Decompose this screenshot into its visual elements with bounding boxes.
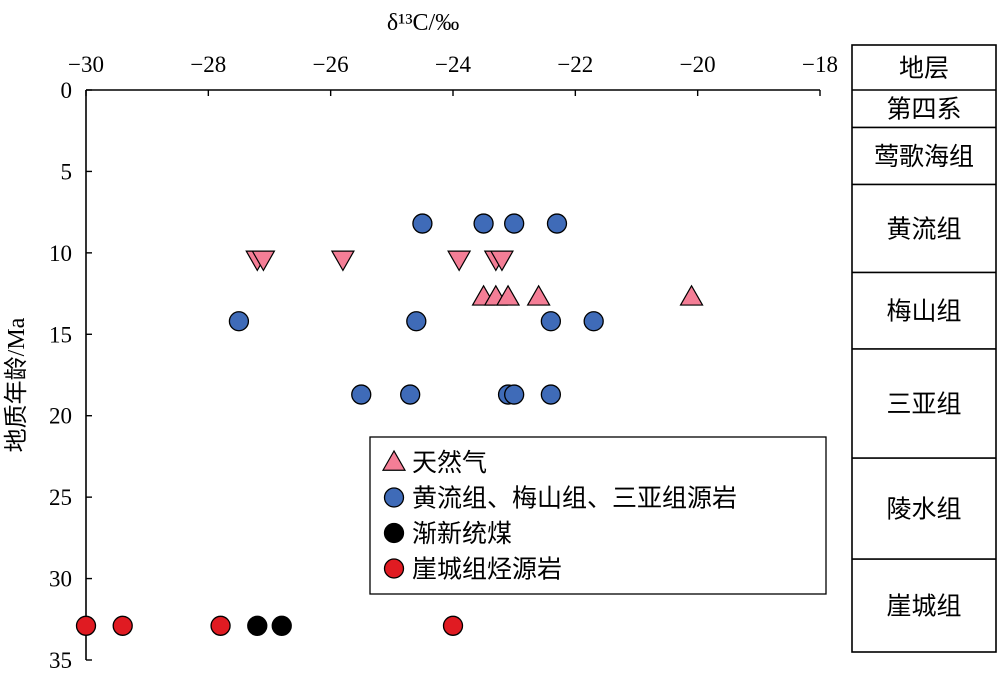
data-point (504, 213, 525, 234)
data-point (112, 615, 133, 636)
legend-box (369, 436, 827, 595)
x-tick-label: −26 (313, 52, 349, 77)
marks-layer (75, 213, 704, 636)
data-point (228, 311, 250, 332)
strat-unit-label: 陵水组 (886, 495, 961, 524)
data-point (442, 615, 464, 636)
y-tick-label: 0 (61, 78, 73, 103)
data-point (504, 384, 525, 405)
y-axis-title: 地质年龄/Ma (3, 317, 30, 452)
legend-marker (383, 487, 405, 508)
data-point (679, 284, 704, 306)
legend-marker (383, 522, 405, 544)
data-point (247, 615, 268, 636)
strat-unit-label: 黄流组 (886, 214, 961, 243)
y-tick-label: 10 (49, 241, 72, 266)
data-point (526, 284, 551, 306)
data-point (473, 213, 494, 234)
y-tick-label: 25 (49, 485, 72, 510)
strat-header: 地层 (899, 54, 949, 83)
data-point (412, 213, 433, 234)
data-point (351, 384, 372, 405)
data-point (496, 284, 521, 306)
data-point (271, 615, 292, 636)
y-tick-label: 35 (49, 648, 72, 673)
x-tick-label: −20 (680, 52, 716, 77)
data-point (251, 250, 276, 272)
strat-unit-label: 莺歌海组 (874, 142, 974, 171)
legend-marker (383, 558, 405, 579)
legend-marker (381, 449, 407, 471)
legend-label: 黄流组、梅山组、三亚组源岩 (412, 484, 737, 513)
legend-label: 渐新统煤 (412, 519, 512, 548)
data-point (546, 213, 568, 234)
y-tick-label: 20 (49, 404, 72, 429)
strat-unit-label: 三亚组 (886, 390, 961, 419)
data-point (447, 250, 472, 272)
x-tick-label: −28 (190, 52, 226, 77)
x-tick-label: −22 (557, 52, 593, 77)
strat-unit-label: 梅山组 (886, 297, 961, 326)
data-point (406, 311, 427, 332)
data-point (540, 384, 562, 405)
data-point (330, 250, 355, 272)
strat-unit-label: 崖城组 (886, 592, 961, 621)
data-point (75, 615, 97, 636)
axes-layer: −30 −28 −26 −24 −22 −20 −18 0 5 10 15 20 25 30 35 δ¹³C/… (3, 10, 838, 673)
x-axis-title: δ¹³C/‰ (387, 10, 459, 36)
data-point (583, 311, 604, 332)
x-tick-label: −18 (802, 52, 838, 77)
y-tick-label: 15 (49, 322, 72, 347)
data-point (400, 384, 421, 405)
y-tick-label: 5 (61, 159, 73, 184)
strat-unit-label: 第四系 (886, 95, 961, 124)
x-tick-label: −24 (435, 52, 471, 77)
legend-label: 崖城组烃源岩 (412, 555, 562, 584)
legend-label: 天然气 (412, 448, 487, 477)
x-tick-label: −30 (68, 52, 104, 77)
data-point (210, 615, 231, 636)
data-point (489, 250, 514, 272)
y-tick-label: 30 (49, 567, 72, 592)
data-point (540, 311, 562, 332)
